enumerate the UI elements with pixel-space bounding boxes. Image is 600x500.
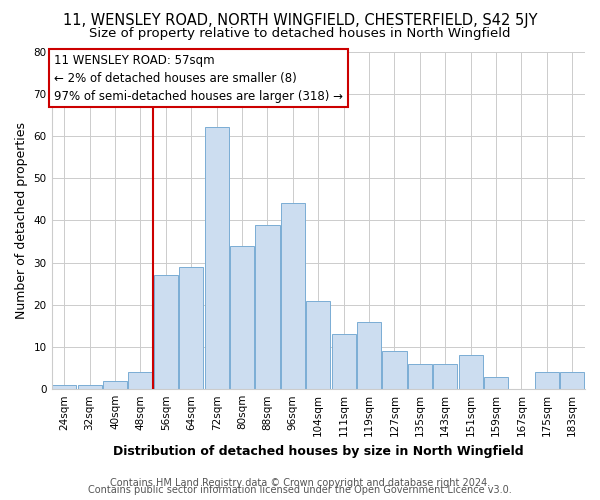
Bar [256, 224, 280, 389]
Text: Contains public sector information licensed under the Open Government Licence v3: Contains public sector information licen… [88, 485, 512, 495]
Bar [281, 204, 305, 389]
Text: 11, WENSLEY ROAD, NORTH WINGFIELD, CHESTERFIELD, S42 5JY: 11, WENSLEY ROAD, NORTH WINGFIELD, CHEST… [63, 12, 537, 28]
Bar [52, 385, 76, 389]
Bar [230, 246, 254, 389]
Bar [433, 364, 457, 389]
Bar [560, 372, 584, 389]
Bar [382, 351, 407, 389]
Bar [332, 334, 356, 389]
Text: Contains HM Land Registry data © Crown copyright and database right 2024.: Contains HM Land Registry data © Crown c… [110, 478, 490, 488]
Bar [128, 372, 152, 389]
Bar [535, 372, 559, 389]
Bar [103, 380, 127, 389]
Bar [458, 356, 483, 389]
Text: Size of property relative to detached houses in North Wingfield: Size of property relative to detached ho… [89, 28, 511, 40]
Bar [484, 376, 508, 389]
Bar [154, 275, 178, 389]
Bar [306, 300, 331, 389]
Bar [408, 364, 432, 389]
Bar [205, 128, 229, 389]
Bar [179, 267, 203, 389]
X-axis label: Distribution of detached houses by size in North Wingfield: Distribution of detached houses by size … [113, 444, 524, 458]
Bar [77, 385, 102, 389]
Y-axis label: Number of detached properties: Number of detached properties [15, 122, 28, 319]
Bar [357, 322, 381, 389]
Text: 11 WENSLEY ROAD: 57sqm
← 2% of detached houses are smaller (8)
97% of semi-detac: 11 WENSLEY ROAD: 57sqm ← 2% of detached … [54, 54, 343, 102]
